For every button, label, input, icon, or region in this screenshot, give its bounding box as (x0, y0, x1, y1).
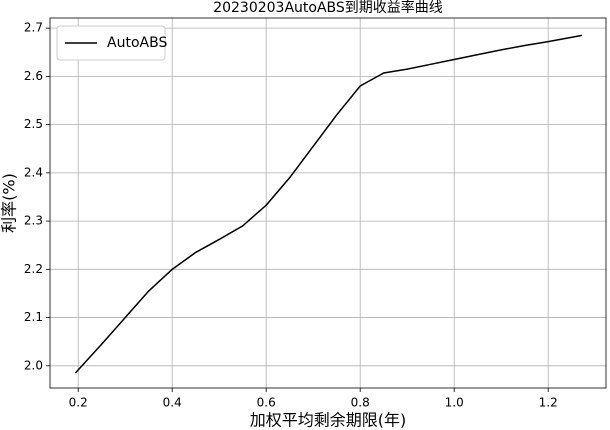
legend-box (56, 25, 166, 61)
x-tick-label: 1.0 (445, 396, 464, 410)
y-tick-label: 2.2 (24, 262, 43, 276)
y-tick-label: 2.7 (24, 21, 43, 35)
x-tick-label: 0.6 (257, 396, 276, 410)
x-tick-label: 0.8 (351, 396, 370, 410)
y-tick-label: 2.4 (24, 165, 43, 179)
line-series (74, 34, 583, 374)
x-tick-label: 1.2 (539, 396, 558, 410)
y-axis-label: 利率(%) (0, 173, 19, 233)
y-tick-label: 2.3 (24, 214, 43, 228)
chart-title: 20230203AutoABS到期收益率曲线 (213, 0, 443, 16)
x-tick-label: 0.4 (163, 396, 182, 410)
y-tick-label: 2.1 (24, 310, 43, 324)
legend-label: AutoABS (107, 35, 167, 51)
plot-frame (49, 17, 607, 389)
y-tick-label: 2.0 (24, 358, 43, 372)
x-tick-label: 0.2 (69, 396, 88, 410)
y-tick-label: 2.6 (24, 69, 43, 83)
y-tick-label: 2.5 (24, 117, 43, 131)
x-axis-label: 加权平均剩余期限(年) (250, 411, 407, 430)
